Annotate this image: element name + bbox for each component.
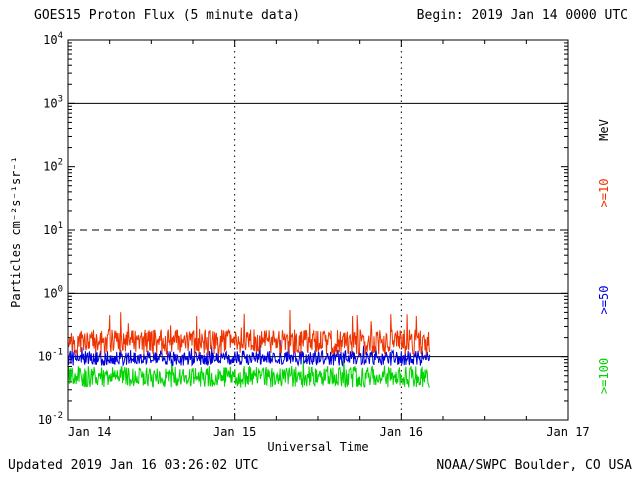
side-label-100: >=100	[597, 357, 611, 395]
side-label-50: >=50	[597, 285, 611, 315]
x-tick-label: Jan 15	[213, 425, 256, 439]
x-tick-label: Jan 16	[380, 425, 423, 439]
y-tick-label: 10-1	[38, 348, 63, 364]
y-tick-label: 10-2	[38, 411, 63, 427]
x-tick-label: Jan 14	[68, 425, 111, 439]
series-ge50	[67, 335, 431, 368]
x-tick-label: Jan 17	[546, 425, 589, 439]
side-label-MeV: MeV	[597, 119, 611, 141]
credit-label: NOAA/SWPC Boulder, CO USA	[436, 458, 632, 473]
y-tick-label: 103	[43, 94, 63, 110]
x-axis-label: Universal Time	[267, 440, 369, 454]
y-tick-label: 102	[43, 158, 63, 174]
y-tick-label: 104	[43, 31, 63, 47]
plot-border	[67, 39, 569, 421]
y-tick-label: 101	[43, 221, 63, 237]
chart-title: GOES15 Proton Flux (5 minute data)	[34, 8, 301, 23]
series-ge10	[67, 309, 431, 357]
begin-time-label: Begin: 2019 Jan 14 0000 UTC	[416, 8, 628, 23]
series-ge100	[67, 360, 430, 388]
side-label-10: >=10	[597, 178, 611, 208]
updated-timestamp: Updated 2019 Jan 16 03:26:02 UTC	[8, 458, 259, 473]
y-tick-label: 100	[43, 284, 63, 300]
